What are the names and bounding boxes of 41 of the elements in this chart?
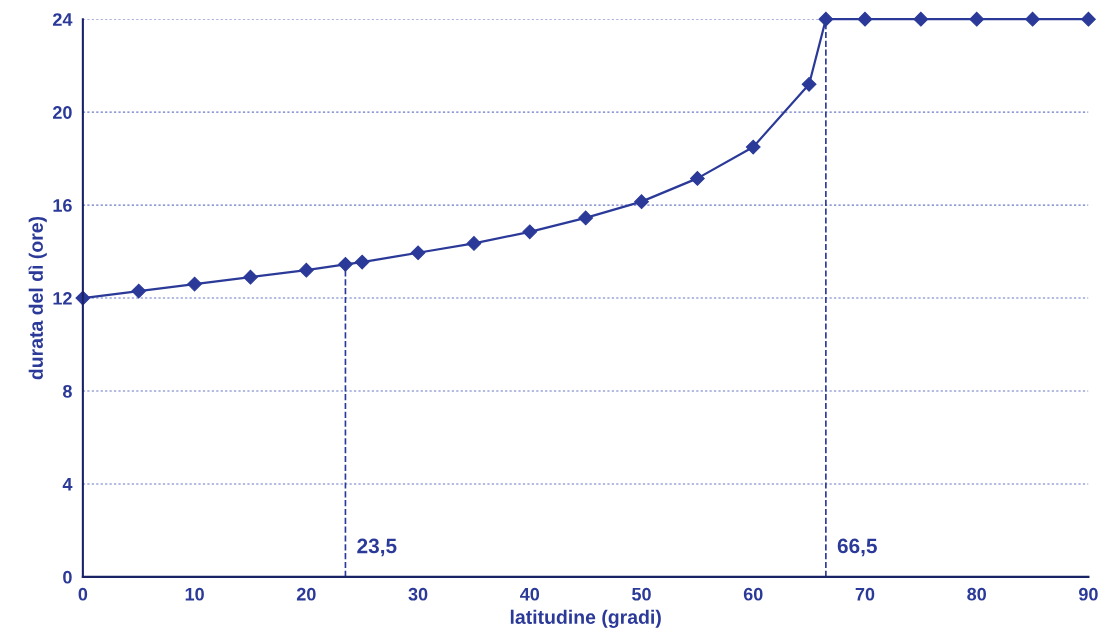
y-tick-label: 0 bbox=[63, 570, 72, 584]
x-tick-label: 50 bbox=[632, 587, 651, 601]
point bbox=[578, 210, 594, 226]
point bbox=[913, 11, 929, 27]
point bbox=[243, 269, 258, 285]
y-axis-title: durata del dì (ore) bbox=[28, 216, 47, 380]
y-tick-label: 8 bbox=[62, 384, 72, 398]
x-tick-label: 0 bbox=[78, 587, 88, 601]
x-axis-title: latitudine (gradi) bbox=[510, 609, 661, 628]
y-tick-label: 16 bbox=[53, 199, 72, 212]
point bbox=[969, 11, 985, 27]
point bbox=[131, 283, 147, 299]
point bbox=[298, 262, 314, 278]
x-tick-label: 60 bbox=[743, 587, 763, 601]
point bbox=[634, 194, 649, 210]
x-tick-label: 70 bbox=[855, 587, 875, 601]
x-tick-label: 40 bbox=[520, 587, 540, 601]
point bbox=[410, 245, 426, 261]
point bbox=[801, 76, 817, 92]
y-tick-label: 24 bbox=[53, 13, 73, 26]
point bbox=[187, 276, 202, 292]
point bbox=[338, 256, 353, 272]
x-tick-label: 80 bbox=[967, 587, 986, 601]
point bbox=[689, 171, 705, 186]
point bbox=[522, 224, 538, 240]
ref-line-label: 66,5 bbox=[837, 538, 877, 557]
point bbox=[857, 11, 873, 27]
x-tick-label: 90 bbox=[1079, 587, 1098, 601]
x-tick-label: 20 bbox=[296, 587, 316, 601]
point bbox=[354, 254, 370, 270]
y-tick-label: 20 bbox=[53, 106, 72, 119]
point bbox=[466, 236, 482, 251]
point bbox=[1081, 11, 1096, 27]
point bbox=[1025, 11, 1040, 27]
x-tick-label: 10 bbox=[185, 587, 204, 601]
ref-line-label: 23,5 bbox=[357, 538, 397, 557]
point bbox=[745, 139, 761, 155]
point bbox=[818, 11, 834, 27]
y-tick-label: 4 bbox=[62, 478, 73, 491]
y-tick-label: 12 bbox=[53, 292, 72, 305]
x-tick-label: 30 bbox=[408, 587, 428, 601]
